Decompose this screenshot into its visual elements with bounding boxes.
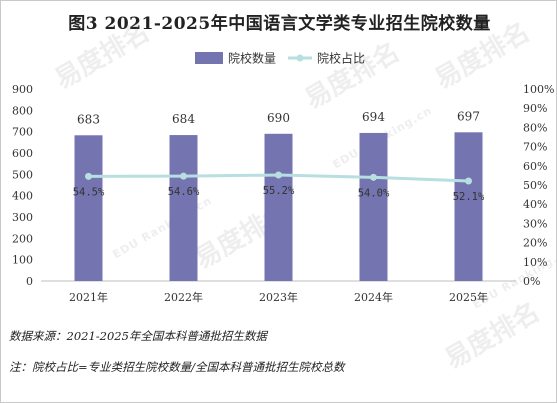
y-right-tick-label: 70% bbox=[523, 141, 547, 154]
y-right-tick-label: 50% bbox=[523, 179, 547, 192]
ratio-point bbox=[465, 177, 472, 185]
bar bbox=[169, 135, 198, 281]
bar bbox=[454, 132, 483, 281]
y-left-tick-label: 700 bbox=[12, 126, 33, 139]
ratio-value-label: 52.1% bbox=[453, 191, 485, 203]
y-left-tick-label: 0 bbox=[26, 275, 33, 288]
x-tick-label: 2023年 bbox=[259, 290, 298, 304]
y-left-tick-label: 500 bbox=[12, 168, 33, 181]
footnote: 注：院校占比=专业类招生院校数量/全国本科普通批招生院校总数 bbox=[9, 360, 345, 374]
legend-line-label: 院校占比 bbox=[317, 51, 365, 66]
y-right-tick-label: 60% bbox=[523, 160, 547, 173]
ratio-point bbox=[85, 172, 92, 180]
bar bbox=[74, 135, 103, 281]
y-right-tick-label: 90% bbox=[523, 102, 547, 115]
y-left-tick-label: 400 bbox=[12, 190, 33, 203]
ratio-value-label: 54.6% bbox=[168, 186, 200, 198]
bar-value-label: 694 bbox=[362, 110, 385, 124]
bar bbox=[264, 133, 293, 281]
y-right-tick-label: 100% bbox=[523, 83, 554, 96]
data-source-note: 数据来源：2021-2025年全国本科普通批招生数据 bbox=[9, 329, 267, 343]
bar bbox=[359, 132, 388, 281]
bar-value-label: 684 bbox=[172, 112, 195, 126]
ratio-value-label: 55.2% bbox=[263, 185, 295, 197]
ratio-value-label: 54.0% bbox=[358, 187, 390, 199]
y-left-tick-label: 900 bbox=[12, 83, 33, 96]
y-right-tick-label: 10% bbox=[523, 256, 547, 269]
legend-line-marker bbox=[296, 54, 304, 62]
y-left-tick-label: 300 bbox=[12, 211, 33, 224]
ratio-value-label: 54.5% bbox=[73, 186, 105, 198]
legend-bar-label: 院校数量 bbox=[228, 51, 276, 66]
bar-value-label: 683 bbox=[77, 112, 100, 126]
y-right-tick-label: 40% bbox=[523, 198, 547, 211]
legend-bar-swatch bbox=[195, 52, 223, 64]
x-tick-label: 2025年 bbox=[449, 290, 488, 304]
y-right-tick-label: 80% bbox=[523, 121, 547, 134]
x-tick-label: 2022年 bbox=[164, 290, 203, 304]
y-right-tick-label: 20% bbox=[523, 237, 547, 250]
ratio-point bbox=[370, 173, 377, 181]
y-left-tick-label: 100 bbox=[12, 254, 33, 267]
y-left-tick-label: 600 bbox=[12, 147, 33, 160]
y-right-tick-label: 30% bbox=[523, 217, 547, 230]
y-left-tick-label: 800 bbox=[12, 104, 33, 117]
y-right-tick-label: 0% bbox=[523, 275, 540, 288]
x-tick-label: 2024年 bbox=[354, 290, 393, 304]
bar-value-label: 697 bbox=[457, 109, 480, 123]
y-left-tick-label: 200 bbox=[12, 232, 33, 245]
ratio-point bbox=[275, 171, 282, 179]
chart-title: 图3 2021-2025年中国语言文学类专业招生院校数量 bbox=[68, 14, 491, 34]
ratio-point bbox=[180, 172, 187, 180]
bar-value-label: 690 bbox=[267, 111, 290, 125]
x-tick-label: 2021年 bbox=[69, 290, 108, 304]
